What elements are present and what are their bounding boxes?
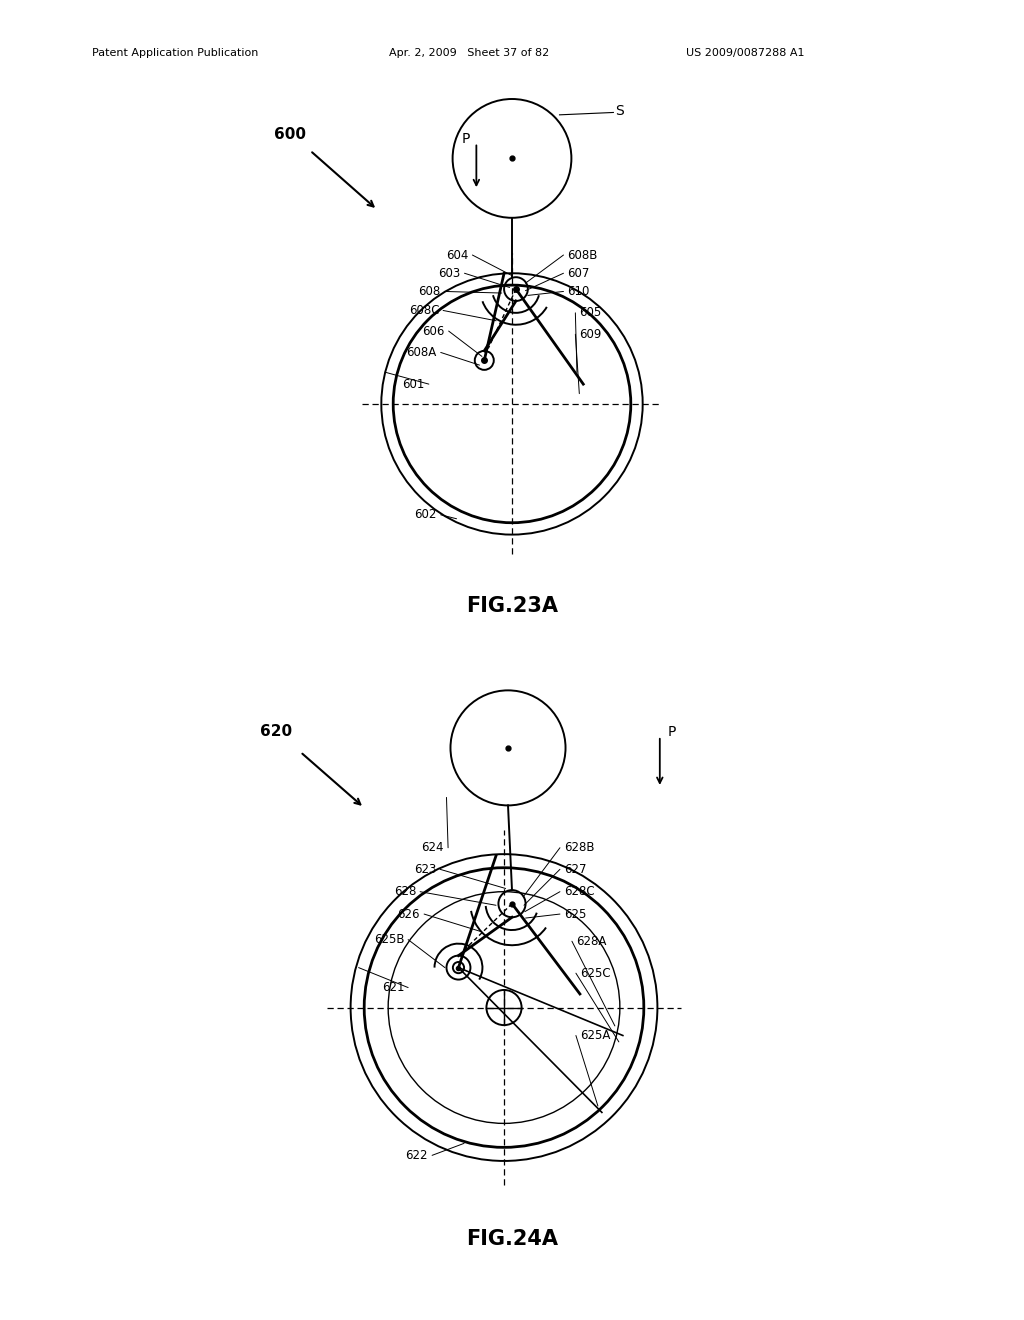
Text: 610: 610 <box>567 285 590 298</box>
Text: 624: 624 <box>422 841 444 854</box>
Text: 606: 606 <box>422 325 444 338</box>
Text: P: P <box>462 132 470 145</box>
Text: 625B: 625B <box>374 933 404 946</box>
Text: 609: 609 <box>580 327 602 341</box>
Text: 621: 621 <box>382 981 404 994</box>
Text: US 2009/0087288 A1: US 2009/0087288 A1 <box>686 48 805 58</box>
Text: 602: 602 <box>415 508 437 521</box>
Text: 608: 608 <box>419 285 440 298</box>
Text: P: P <box>668 725 676 739</box>
Text: 601: 601 <box>402 378 425 391</box>
Text: 600: 600 <box>274 127 306 143</box>
Text: 605: 605 <box>580 306 601 319</box>
Text: 607: 607 <box>567 267 590 280</box>
Text: 608B: 608B <box>567 248 598 261</box>
Text: FIG.23A: FIG.23A <box>466 595 558 616</box>
Text: 628B: 628B <box>564 841 594 854</box>
Text: 628A: 628A <box>575 935 606 948</box>
Text: S: S <box>615 104 624 117</box>
Text: 625: 625 <box>564 908 587 920</box>
Text: 608C: 608C <box>409 304 439 317</box>
Text: FIG.24A: FIG.24A <box>466 1229 558 1249</box>
Text: 608A: 608A <box>407 346 437 359</box>
Text: Apr. 2, 2009   Sheet 37 of 82: Apr. 2, 2009 Sheet 37 of 82 <box>389 48 549 58</box>
Text: Patent Application Publication: Patent Application Publication <box>92 48 258 58</box>
Text: 603: 603 <box>438 267 461 280</box>
Text: 625A: 625A <box>580 1030 610 1041</box>
Text: 627: 627 <box>564 863 587 876</box>
Text: 623: 623 <box>414 863 436 876</box>
Text: 604: 604 <box>446 248 468 261</box>
Text: 622: 622 <box>406 1148 428 1162</box>
Text: 628C: 628C <box>564 886 595 898</box>
Text: 625C: 625C <box>580 966 610 979</box>
Text: 628: 628 <box>394 886 416 898</box>
Text: 626: 626 <box>397 908 420 920</box>
Text: 620: 620 <box>260 725 293 739</box>
